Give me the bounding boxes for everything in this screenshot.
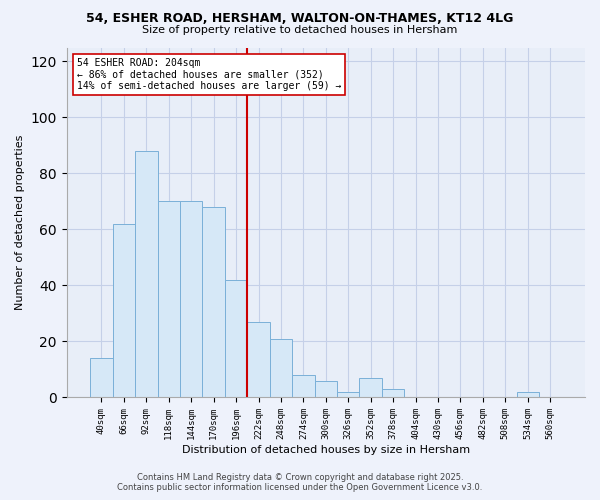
Bar	[158, 202, 180, 398]
Bar	[382, 389, 404, 398]
Bar	[270, 338, 292, 398]
Bar	[314, 380, 337, 398]
Text: Size of property relative to detached houses in Hersham: Size of property relative to detached ho…	[142, 25, 458, 35]
Text: 54 ESHER ROAD: 204sqm
← 86% of detached houses are smaller (352)
14% of semi-det: 54 ESHER ROAD: 204sqm ← 86% of detached …	[77, 58, 341, 91]
Text: 54, ESHER ROAD, HERSHAM, WALTON-ON-THAMES, KT12 4LG: 54, ESHER ROAD, HERSHAM, WALTON-ON-THAME…	[86, 12, 514, 26]
X-axis label: Distribution of detached houses by size in Hersham: Distribution of detached houses by size …	[182, 445, 470, 455]
Bar	[292, 375, 314, 398]
Bar	[135, 151, 158, 398]
Text: Contains HM Land Registry data © Crown copyright and database right 2025.
Contai: Contains HM Land Registry data © Crown c…	[118, 473, 482, 492]
Bar	[247, 322, 270, 398]
Bar	[202, 207, 225, 398]
Bar	[337, 392, 359, 398]
Bar	[113, 224, 135, 398]
Bar	[90, 358, 113, 398]
Bar	[225, 280, 247, 398]
Bar	[180, 202, 202, 398]
Bar	[517, 392, 539, 398]
Y-axis label: Number of detached properties: Number of detached properties	[15, 135, 25, 310]
Bar	[359, 378, 382, 398]
